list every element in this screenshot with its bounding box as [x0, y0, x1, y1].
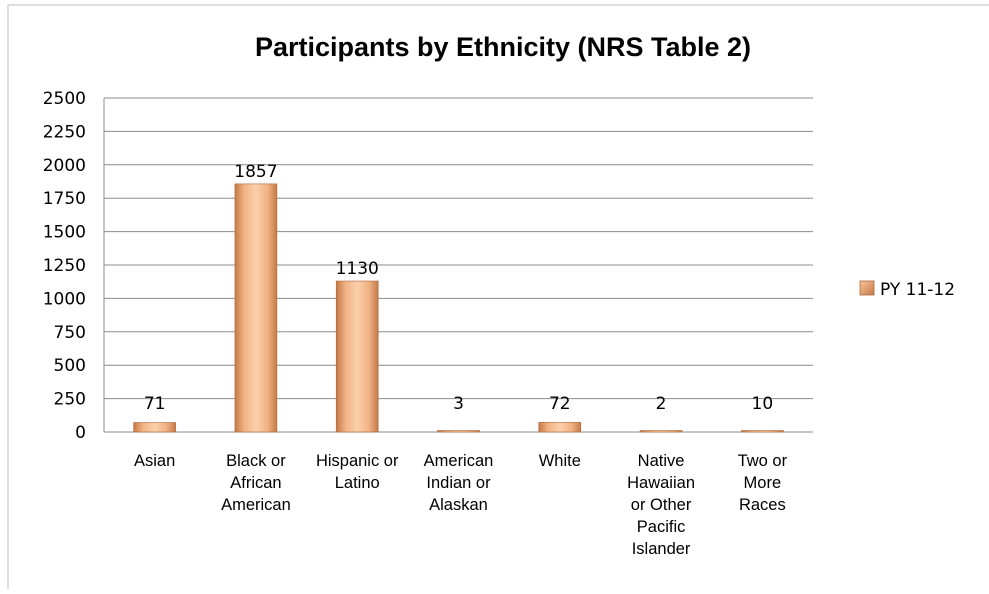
- x-tick-label: Hispanic or Latino: [316, 452, 399, 492]
- bar-series: [133, 183, 784, 433]
- x-tick-label-line: White: [539, 452, 581, 470]
- x-axis-labels: Asian Black or African American Hispanic or L…: [134, 452, 788, 558]
- y-tick-label: 1000: [43, 289, 86, 309]
- x-tick-label: Asian: [134, 452, 175, 470]
- x-tick-label-line: Native: [638, 452, 685, 470]
- x-tick-label-line: American: [424, 452, 494, 470]
- y-axis-ticks: 0 250 500 750 1000 1250 1500 1750 2000 2250 2500: [43, 89, 86, 443]
- data-label: 72: [549, 394, 571, 414]
- y-tick-label: 1500: [43, 223, 86, 243]
- legend-label: PY 11-12: [880, 280, 955, 300]
- y-tick-label: 2250: [43, 122, 86, 142]
- y-tick-label: 2000: [43, 156, 86, 176]
- chart-title: Participants by Ethnicity (NRS Table 2): [255, 32, 751, 62]
- bar: [133, 422, 176, 433]
- y-tick-label: 0: [75, 423, 86, 443]
- bar: [741, 430, 784, 433]
- data-label: 1857: [234, 162, 277, 182]
- data-labels: 71 1857 1130 3 72 2 10: [144, 162, 773, 414]
- bar: [335, 280, 379, 433]
- x-tick-label: Native Hawaiian or Other Pacific Islander: [627, 452, 695, 558]
- y-tick-label: 1750: [43, 189, 86, 209]
- y-tick-label: 250: [54, 390, 86, 410]
- data-label: 2: [656, 394, 667, 414]
- x-tick-label-line: Alaskan: [429, 496, 488, 514]
- x-tick-label: White: [539, 452, 581, 470]
- x-tick-label-line: More: [744, 474, 782, 492]
- x-tick-label-line: Pacific: [637, 518, 686, 536]
- y-tick-label: 500: [54, 356, 86, 376]
- x-tick-label: Two or More Races: [738, 452, 788, 514]
- y-tick-label: 2500: [43, 89, 86, 109]
- x-tick-label-line: African: [230, 474, 281, 492]
- x-tick-label: American Indian or Alaskan: [424, 452, 494, 514]
- legend: PY 11-12: [859, 280, 955, 300]
- data-label: 1130: [336, 259, 379, 279]
- y-tick-label: 750: [54, 323, 86, 343]
- x-tick-label-line: Indian or: [426, 474, 491, 492]
- x-tick-label-line: or Other: [631, 496, 692, 514]
- bar: [234, 183, 278, 433]
- x-tick-label-line: Two or: [738, 452, 788, 470]
- bar: [538, 422, 582, 433]
- x-tick-label-line: American: [221, 496, 291, 514]
- legend-swatch: [859, 280, 875, 296]
- x-tick-label-line: Islander: [632, 540, 691, 558]
- x-tick-label-line: Latino: [335, 474, 380, 492]
- x-tick-label-line: Hispanic or: [316, 452, 399, 470]
- data-label: 10: [752, 394, 774, 414]
- bar: [437, 430, 480, 433]
- data-label: 71: [144, 394, 166, 414]
- x-tick-label-line: Hawaiian: [627, 474, 695, 492]
- gridlines: [103, 97, 813, 433]
- x-tick-label-line: Black or: [226, 452, 286, 470]
- y-tick-label: 1250: [43, 256, 86, 276]
- x-tick-label: Black or African American: [221, 452, 291, 514]
- bar: [639, 430, 683, 433]
- x-tick-label-line: Races: [739, 496, 786, 514]
- data-label: 3: [453, 394, 464, 414]
- x-tick-label-line: Asian: [134, 452, 175, 470]
